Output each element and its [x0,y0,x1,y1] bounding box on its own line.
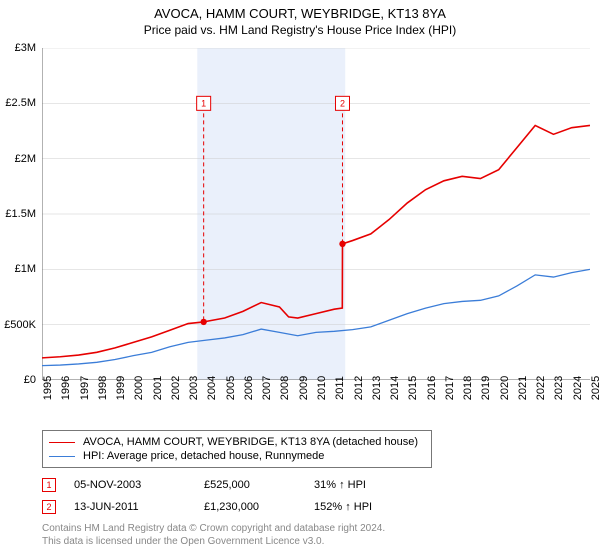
sale-hpi: 152% ↑ HPI [314,501,424,513]
x-tick-label: 2006 [243,376,255,400]
x-tick-label: 2013 [371,376,383,400]
sale-row: 2 13-JUN-2011£1,230,000152% ↑ HPI [42,496,424,518]
x-tick-label: 2014 [389,376,401,400]
sale-date: 13-JUN-2011 [74,501,204,513]
footer-line-2: This data is licensed under the Open Gov… [42,535,385,548]
x-tick-label: 2012 [353,376,365,400]
chart-subtitle: Price paid vs. HM Land Registry's House … [0,21,600,37]
x-tick-label: 2017 [444,376,456,400]
x-axis-labels: 1995199619971998199920002001200220032004… [42,384,590,426]
x-tick-label: 2008 [279,376,291,400]
sale-price: £525,000 [204,479,314,491]
footer-attribution: Contains HM Land Registry data © Crown c… [42,522,385,548]
y-tick-label: £500K [4,319,36,331]
chart-title: AVOCA, HAMM COURT, WEYBRIDGE, KT13 8YA [0,0,600,21]
legend-item: HPI: Average price, detached house, Runn… [49,449,425,463]
sale-price: £1,230,000 [204,501,314,513]
x-tick-label: 2023 [553,376,565,400]
legend: AVOCA, HAMM COURT, WEYBRIDGE, KT13 8YA (… [42,430,432,468]
sale-date: 05-NOV-2003 [74,479,204,491]
x-tick-label: 2005 [225,376,237,400]
sale-row: 1 05-NOV-2003£525,00031% ↑ HPI [42,474,424,496]
y-tick-label: £0 [24,374,36,386]
x-tick-label: 2001 [152,376,164,400]
x-tick-label: 2007 [261,376,273,400]
legend-label: AVOCA, HAMM COURT, WEYBRIDGE, KT13 8YA (… [83,436,418,448]
sale-marker-label: 2 [335,96,349,110]
x-tick-label: 2011 [334,376,346,400]
y-tick-label: £1M [15,263,36,275]
legend-item: AVOCA, HAMM COURT, WEYBRIDGE, KT13 8YA (… [49,435,425,449]
x-tick-label: 2004 [206,376,218,400]
x-tick-label: 2009 [298,376,310,400]
chart-container: AVOCA, HAMM COURT, WEYBRIDGE, KT13 8YA P… [0,0,600,560]
sale-marker-dot [339,241,345,247]
footer-line-1: Contains HM Land Registry data © Crown c… [42,522,385,535]
x-tick-label: 1995 [42,376,54,400]
x-tick-label: 2020 [499,376,511,400]
x-tick-label: 2015 [407,376,419,400]
x-tick-label: 2018 [462,376,474,400]
legend-swatch [49,442,75,443]
sales-table: 1 05-NOV-2003£525,00031% ↑ HPI 2 13-JUN-201… [42,474,424,518]
x-tick-label: 1997 [79,376,91,400]
sale-marker-dot [200,319,206,325]
x-tick-label: 2002 [170,376,182,400]
y-tick-label: £2M [15,153,36,165]
x-tick-label: 2021 [517,376,529,400]
y-tick-label: £3M [15,42,36,54]
x-tick-label: 2000 [133,376,145,400]
x-tick-label: 2003 [188,376,200,400]
sale-hpi: 31% ↑ HPI [314,479,424,491]
x-tick-label: 2010 [316,376,328,400]
x-tick-label: 2025 [590,376,600,400]
sale-marker-key: 1 [42,478,56,492]
legend-label: HPI: Average price, detached house, Runn… [83,450,324,462]
x-tick-label: 2016 [426,376,438,400]
y-tick-label: £1.5M [5,208,36,220]
y-tick-label: £2.5M [5,97,36,109]
plot-area: 12 [42,48,590,380]
x-tick-label: 2019 [480,376,492,400]
x-tick-label: 1999 [115,376,127,400]
sale-marker-key: 2 [42,500,56,514]
x-tick-label: 2024 [572,376,584,400]
x-tick-label: 2022 [535,376,547,400]
x-tick-label: 1996 [60,376,72,400]
legend-swatch [49,456,75,457]
sale-marker-label: 1 [197,96,211,110]
svg-text:2: 2 [340,98,345,108]
svg-text:1: 1 [201,98,206,108]
y-axis-labels: £0£500K£1M£1.5M£2M£2.5M£3M [0,48,40,380]
x-tick-label: 1998 [97,376,109,400]
chart-svg: 12 [42,48,590,380]
